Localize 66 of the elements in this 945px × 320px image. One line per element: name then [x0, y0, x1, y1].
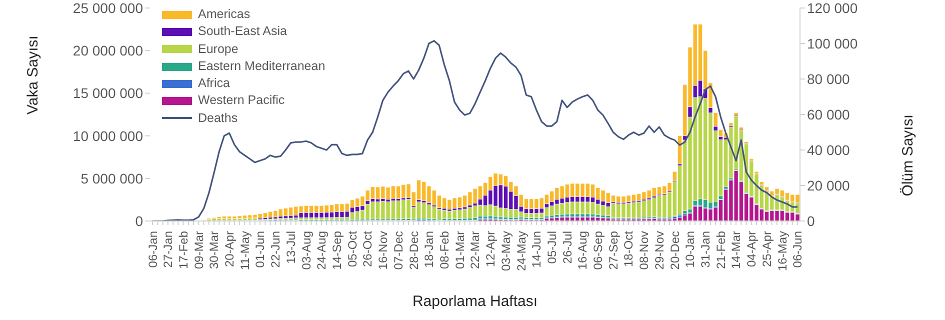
y2-tick-label: 0 — [807, 212, 815, 229]
y-tick-label: 5 000 000 — [80, 170, 144, 186]
x-tick-label: 14-Jun — [530, 231, 544, 268]
x-tick-label: 27-Sep — [606, 230, 620, 270]
legend-label: South-East Asia — [198, 23, 287, 40]
y2-tick-label: 60 000 — [807, 106, 850, 122]
x-tick-label: 17-Feb — [176, 230, 190, 270]
x-tick-label: 11-May — [238, 231, 252, 270]
x-tick-label: 21-Feb — [714, 230, 728, 270]
x-tick-label: 05-Oct — [345, 230, 360, 268]
legend-label: Western Pacific — [198, 92, 285, 110]
y-tick-label: 10 000 000 — [72, 128, 144, 144]
x-tick-label: 08-Nov — [637, 231, 652, 270]
x-tick-label: 14-Sep — [330, 230, 344, 270]
x-tick-label: 26-Jul — [560, 231, 574, 264]
x-tick-label: 03-May — [498, 231, 513, 272]
x-tick-label: 01-Mar — [452, 231, 467, 270]
x-axis-title: Raporlama Haftası — [412, 293, 538, 310]
x-tick-label: 30-Mar — [207, 231, 222, 270]
x-tick-label: 27-Jan — [161, 231, 176, 268]
y2-axis-title: Ölüm Sayısı — [899, 114, 916, 196]
x-tick-label: 31-Jan — [698, 231, 713, 268]
x-tick-label: 22-Jun — [268, 231, 283, 268]
x-tick-label: 13-Jul — [284, 231, 298, 264]
x-tick-label: 24-Aug — [314, 231, 329, 270]
x-tick-label: 29-Nov — [652, 231, 666, 270]
x-tick-label: 04-Apr — [744, 231, 759, 268]
x-tick-label: 20-Dec — [668, 231, 682, 270]
y-axis-title: Vaka Sayısı — [24, 36, 42, 114]
x-tick-label: 08-Feb — [437, 230, 452, 270]
x-tick-label: 25-Apr — [760, 231, 774, 268]
y2-tick-label: 120 000 — [807, 0, 858, 16]
y2-tick-label: 100 000 — [807, 35, 858, 52]
x-tick-label: 10-Jan — [683, 231, 698, 268]
x-tick-label: 09-Mar — [192, 231, 206, 270]
x-tick-label: 06-Jan — [146, 231, 160, 268]
y2-tick-label: 20 000 — [807, 177, 850, 194]
x-tick-label: 24-May — [514, 231, 528, 272]
x-tick-label: 14-Mar — [729, 231, 744, 270]
x-tick-label: 07-Dec — [391, 231, 406, 270]
y-tick-label: 20 000 000 — [72, 42, 144, 59]
x-tick-label: 05-Jul — [544, 231, 559, 264]
y-tick-label: 25 000 000 — [72, 0, 144, 16]
x-tick-label: 06-Jun — [790, 231, 805, 268]
x-tick-label: 16-Nov — [376, 231, 390, 270]
x-tick-label: 16-Aug — [576, 231, 590, 270]
y2-tick-label: 80 000 — [807, 70, 850, 87]
x-tick-label: 16-May — [775, 231, 790, 272]
y-tick-label: 0 — [135, 212, 144, 229]
x-tick-label: 28-Dec — [406, 231, 421, 270]
legend-label: Deaths — [198, 110, 238, 127]
y2-tick-label: 40 000 — [807, 142, 850, 158]
x-tick-label: 20-Apr — [222, 231, 237, 268]
x-tick-label: 26-Oct — [360, 230, 375, 268]
legend-label: Europe — [198, 40, 238, 58]
x-tick-label: 18-Jan — [422, 231, 436, 268]
legend-label: Africa — [198, 75, 230, 92]
x-tick-label: 22-Mar — [468, 231, 482, 270]
legend-label: Eastern Mediterranean — [198, 58, 326, 75]
x-tick-label: 18-Oct — [622, 230, 636, 268]
x-tick-label: 12-Apr — [484, 231, 498, 268]
y-tick-label: 15 000 000 — [72, 85, 144, 102]
x-tick-label: 06-Sep — [591, 230, 606, 270]
legend-label: Americas — [198, 6, 250, 23]
x-tick-label: 03-Aug — [299, 231, 314, 270]
x-tick-label: 01-Jun — [253, 231, 268, 268]
